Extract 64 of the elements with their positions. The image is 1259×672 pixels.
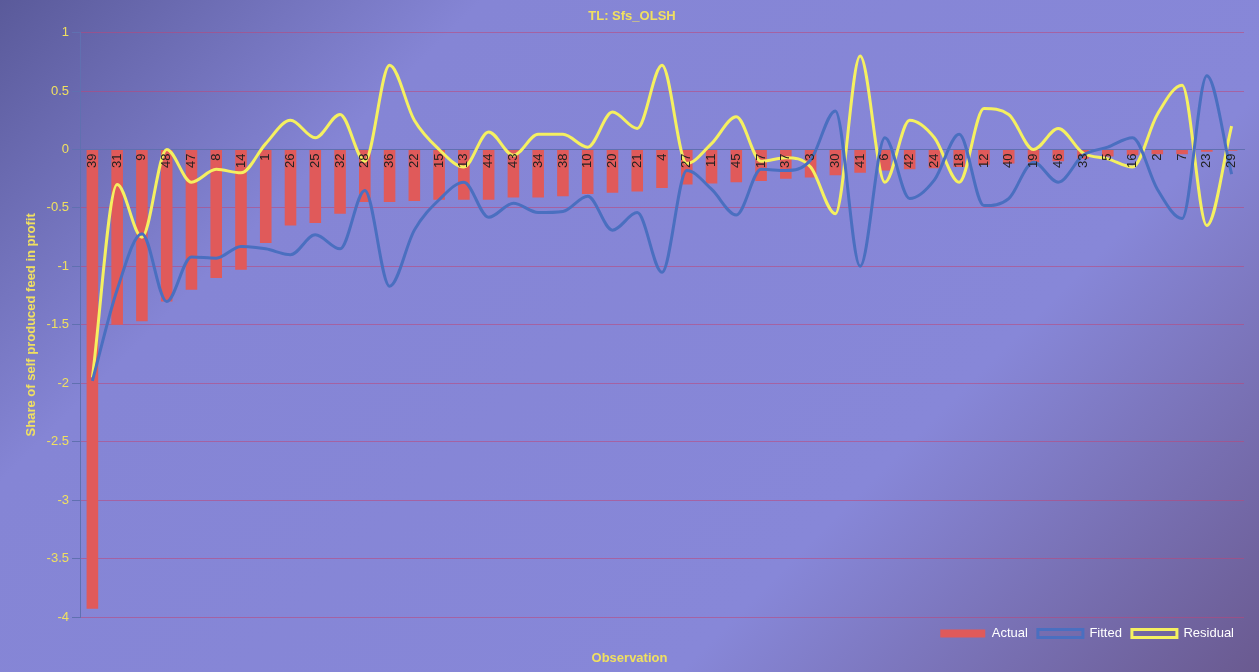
x-tick-label: 33	[1074, 153, 1090, 168]
y-tick-label: -3	[57, 491, 69, 507]
x-tick-label: 17	[752, 153, 768, 168]
x-tick-label: 29	[1223, 153, 1239, 168]
x-tick-label: 4	[653, 153, 669, 161]
x-tick-label: 13	[455, 153, 471, 168]
y-tick-label: -1.5	[46, 316, 69, 332]
x-tick-label: 19	[1025, 153, 1041, 168]
x-tick-label: 16	[1124, 153, 1140, 168]
x-tick-label: 9	[133, 153, 149, 161]
x-tick-label: 11	[703, 153, 719, 167]
x-tick-label: 23	[1198, 153, 1214, 168]
y-tick-label: -4	[57, 608, 69, 624]
y-tick-label: -2.5	[46, 433, 69, 449]
x-tick-label: 14	[232, 153, 248, 168]
x-tick-label: 28	[356, 153, 372, 168]
x-tick-label: 32	[331, 153, 347, 168]
y-tick-label: 0.5	[50, 82, 69, 98]
x-tick-label: 42	[901, 153, 917, 168]
x-tick-label: 34	[529, 153, 545, 168]
x-tick-label: 45	[727, 153, 743, 168]
x-tick-label: 21	[628, 153, 644, 168]
x-tick-label: 24	[926, 153, 941, 168]
x-tick-label: 3	[802, 153, 818, 161]
legend-label: Residual	[1183, 625, 1235, 641]
x-axis-title: Observation	[590, 650, 669, 665]
x-tick-label: 7	[1173, 153, 1189, 161]
y-axis-title: Share of self produced feed in profit	[23, 212, 39, 437]
x-tick-label: 25	[306, 153, 322, 168]
x-tick-label: 43	[504, 153, 520, 168]
x-tick-label: 1	[257, 153, 273, 161]
x-tick-label: 20	[604, 153, 620, 168]
legend-label: Fitted	[1089, 625, 1122, 641]
x-tick-label: 39	[83, 153, 99, 168]
x-tick-label: 37	[777, 153, 793, 168]
x-tick-label: 30	[826, 153, 842, 168]
y-tick-label: -2	[57, 374, 69, 390]
x-tick-label: 40	[1000, 153, 1016, 168]
x-tick-label: 15	[430, 153, 446, 168]
y-tick-label: 1	[61, 24, 69, 40]
x-tick-label: 26	[282, 153, 298, 168]
x-tick-label: 2	[1148, 153, 1164, 161]
y-tick-label: -3.5	[46, 550, 69, 566]
x-tick-label: 31	[108, 153, 124, 168]
legend-label: Actual	[991, 625, 1029, 641]
x-tick-label: 10	[579, 153, 595, 168]
chart-title: TL: Sfs_OLSH	[588, 8, 676, 24]
x-tick-label: 36	[381, 153, 397, 168]
y-tick-label: -1	[57, 257, 69, 273]
x-tick-label: 47	[183, 153, 199, 168]
x-tick-label: 22	[405, 153, 421, 168]
y-tick-label: -0.5	[46, 199, 69, 215]
x-tick-label: 41	[851, 153, 867, 168]
x-tick-label: 38	[554, 153, 570, 168]
x-tick-label: 48	[158, 153, 174, 168]
x-tick-label: 12	[975, 153, 991, 168]
x-tick-label: 27	[678, 153, 694, 168]
x-tick-label: 8	[207, 153, 223, 161]
x-tick-label: 46	[1049, 153, 1065, 168]
y-tick-label: 0	[61, 141, 69, 157]
x-tick-label: 18	[950, 153, 966, 168]
x-tick-label: 6	[876, 153, 892, 161]
x-tick-label: 44	[480, 153, 496, 168]
x-tick-label: 5	[1099, 153, 1115, 161]
